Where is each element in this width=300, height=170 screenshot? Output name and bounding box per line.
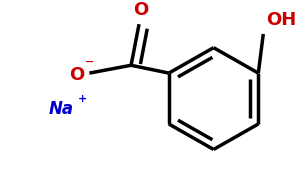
Text: OH: OH [266,11,296,29]
Text: −: − [85,57,94,67]
Text: O: O [134,2,149,19]
Text: Na: Na [49,100,74,118]
Text: +: + [78,94,87,104]
Text: O: O [69,66,84,84]
